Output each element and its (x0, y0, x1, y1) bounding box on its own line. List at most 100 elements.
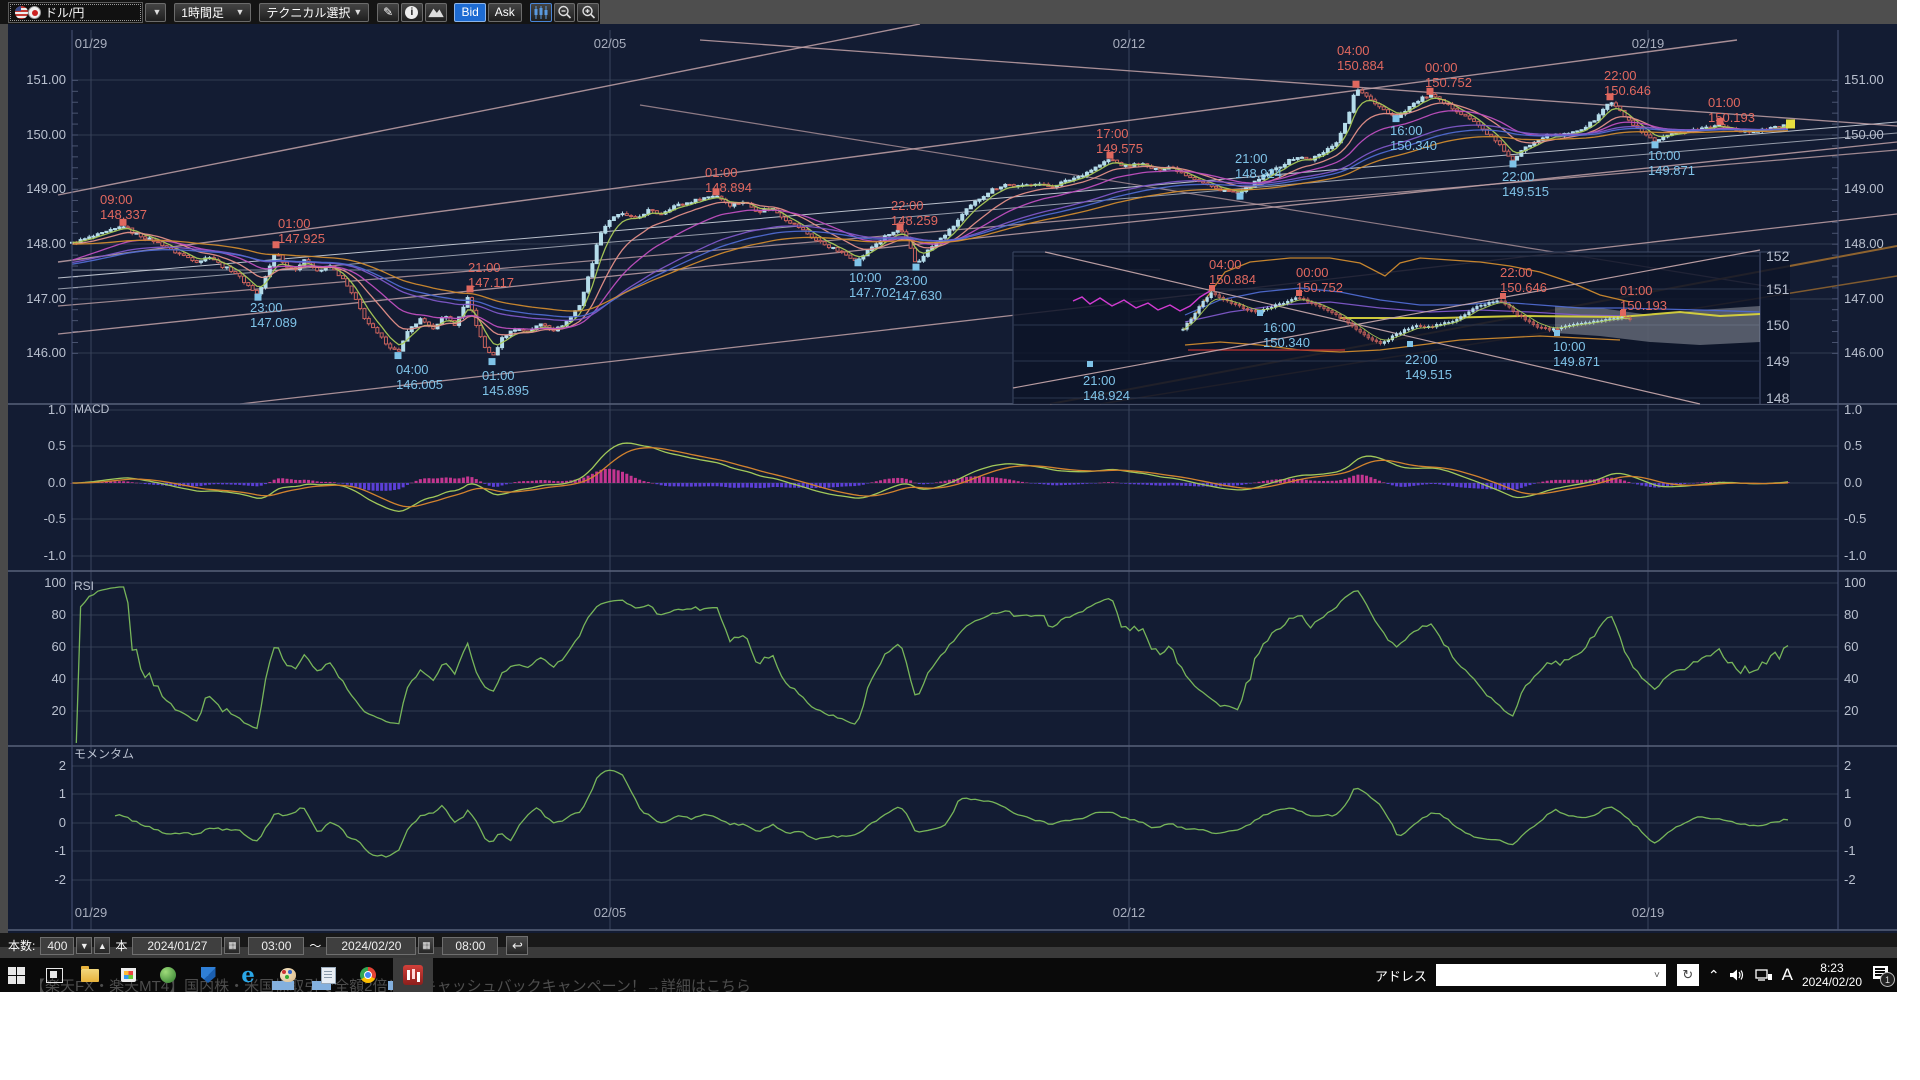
svg-text:09:00: 09:00 (100, 192, 133, 207)
from-time-field[interactable]: 03:00 (248, 936, 305, 955)
svg-text:146.005: 146.005 (396, 377, 443, 392)
svg-text:147.630: 147.630 (895, 288, 942, 303)
svg-text:01/29: 01/29 (75, 905, 108, 920)
windows-taskbar: 【楽天FX・楽天MT4】国内株・米国株取引で全額2倍！FXキャッシュバックキャン… (0, 958, 1897, 992)
to-time-field[interactable]: 08:00 (442, 936, 499, 955)
svg-text:01:00: 01:00 (1620, 283, 1653, 298)
bid-button[interactable]: Bid (454, 2, 486, 22)
svg-text:16:00: 16:00 (1390, 123, 1423, 138)
svg-text:0.0: 0.0 (1844, 475, 1862, 490)
svg-text:150.884: 150.884 (1337, 58, 1384, 73)
task-view-button[interactable] (40, 963, 68, 987)
ime-indicator[interactable]: A (1781, 965, 1793, 984)
svg-text:151.00: 151.00 (26, 72, 66, 87)
to-date-field[interactable]: 2024/02/20 (326, 936, 417, 955)
svg-text:148.924: 148.924 (1235, 166, 1282, 181)
start-button[interactable] (2, 963, 30, 987)
network-icon[interactable] (1754, 968, 1773, 982)
svg-text:-2: -2 (1844, 872, 1856, 887)
system-clock[interactable]: 8:23 2024/02/20 (1802, 961, 1862, 989)
svg-text:150.340: 150.340 (1263, 335, 1310, 350)
chrome-button[interactable] (354, 963, 382, 987)
defender-button[interactable] (194, 963, 222, 987)
svg-text:-1.0: -1.0 (44, 548, 66, 563)
from-date-field[interactable]: 2024/01/27 (132, 936, 223, 955)
chart-area[interactable]: 151.00 151.00 150.00 150.00 149.00 149.00 148.… (0, 23, 1898, 933)
currency-pair-selector[interactable]: ドル/円 (8, 1, 143, 23)
refresh-button[interactable]: ↻ (1676, 964, 1699, 986)
svg-text:1.0: 1.0 (48, 402, 66, 417)
svg-text:100: 100 (44, 575, 66, 590)
draw-tool-button[interactable]: ✎ (377, 2, 399, 22)
notification-center-button[interactable]: 1 (1871, 966, 1895, 987)
area-chart-button[interactable] (424, 2, 447, 22)
svg-text:148: 148 (1766, 390, 1790, 406)
chevron-down-icon: ▼ (235, 7, 245, 17)
chart-canvas[interactable]: 151.00 151.00 150.00 150.00 149.00 149.00 148.… (0, 23, 1898, 933)
svg-text:60: 60 (1844, 639, 1858, 654)
edge-button[interactable]: e (234, 963, 262, 987)
notepad-button[interactable] (314, 963, 342, 987)
reset-range-button[interactable]: ↩ (506, 936, 529, 955)
svg-text:00:00: 00:00 (1296, 265, 1329, 280)
svg-text:150.340: 150.340 (1390, 138, 1437, 153)
trading-app-icon (403, 965, 423, 985)
return-arrow-icon: ↩ (511, 937, 523, 953)
svg-text:10:00: 10:00 (1553, 339, 1586, 354)
notepad-icon (320, 966, 336, 984)
address-input[interactable]: ˅ (1435, 964, 1666, 986)
zoom-out-icon (558, 5, 571, 19)
svg-text:2: 2 (1844, 758, 1851, 773)
technical-select-button[interactable]: テクニカル選択 ▼ (259, 2, 370, 22)
app-orb-button[interactable] (154, 963, 182, 987)
info-button[interactable]: i (401, 2, 423, 22)
svg-text:MACD: MACD (74, 402, 110, 416)
pair-dropdown-button[interactable]: ▼ (144, 2, 167, 22)
timeframe-selector[interactable]: 1時間足 ▼ (174, 2, 252, 22)
candlestick-mode-button[interactable] (529, 2, 552, 22)
svg-text:0.5: 0.5 (1844, 438, 1862, 453)
svg-text:80: 80 (1844, 607, 1858, 622)
svg-text:04:00: 04:00 (396, 362, 429, 377)
timeframe-label: 1時間足 (181, 5, 224, 20)
svg-text:149.00: 149.00 (26, 181, 66, 196)
svg-text:22:00: 22:00 (891, 198, 924, 213)
refresh-icon: ↻ (1682, 967, 1694, 982)
svg-text:02/19: 02/19 (1632, 36, 1665, 51)
svg-text:20: 20 (1844, 703, 1858, 718)
bar-count-value[interactable]: 400 (40, 936, 75, 955)
svg-text:40: 40 (52, 671, 66, 686)
store-icon (120, 968, 136, 982)
ms-store-button[interactable] (114, 963, 142, 987)
svg-text:21:00: 21:00 (1235, 151, 1268, 166)
speaker-icon[interactable] (1729, 968, 1746, 982)
svg-text:01:00: 01:00 (278, 216, 311, 231)
from-calendar-button[interactable]: ▦ (224, 937, 241, 954)
tray-expand-button[interactable]: ⌃ (1707, 966, 1720, 983)
file-explorer-button[interactable] (76, 963, 104, 987)
svg-text:149.871: 149.871 (1553, 354, 1600, 369)
zoom-out-button[interactable] (553, 2, 576, 22)
svg-text:0: 0 (1844, 815, 1851, 830)
mt4-button[interactable] (399, 963, 427, 987)
task-view-icon (45, 967, 63, 983)
svg-text:10:00: 10:00 (1648, 148, 1681, 163)
ask-button[interactable]: Ask (487, 2, 522, 22)
zoom-in-button[interactable] (577, 2, 600, 22)
windows-logo-icon (7, 966, 25, 984)
svg-text:150.646: 150.646 (1500, 280, 1547, 295)
info-icon: i (405, 5, 419, 19)
svg-text:149: 149 (1766, 353, 1790, 369)
count-up-button[interactable]: ▲ (94, 937, 111, 954)
to-calendar-button[interactable]: ▦ (418, 937, 435, 954)
count-dropdown-button[interactable]: ▼ (76, 937, 93, 954)
svg-text:148.259: 148.259 (891, 213, 938, 228)
svg-text:150: 150 (1766, 317, 1790, 333)
svg-text:モメンタム: モメンタム (74, 747, 134, 761)
svg-text:20: 20 (52, 703, 66, 718)
notification-badge: 1 (1880, 972, 1895, 987)
paint-button[interactable] (274, 963, 302, 987)
mountain-icon (427, 8, 444, 18)
svg-text:04:00: 04:00 (1337, 43, 1370, 58)
svg-text:21:00: 21:00 (1083, 373, 1116, 388)
